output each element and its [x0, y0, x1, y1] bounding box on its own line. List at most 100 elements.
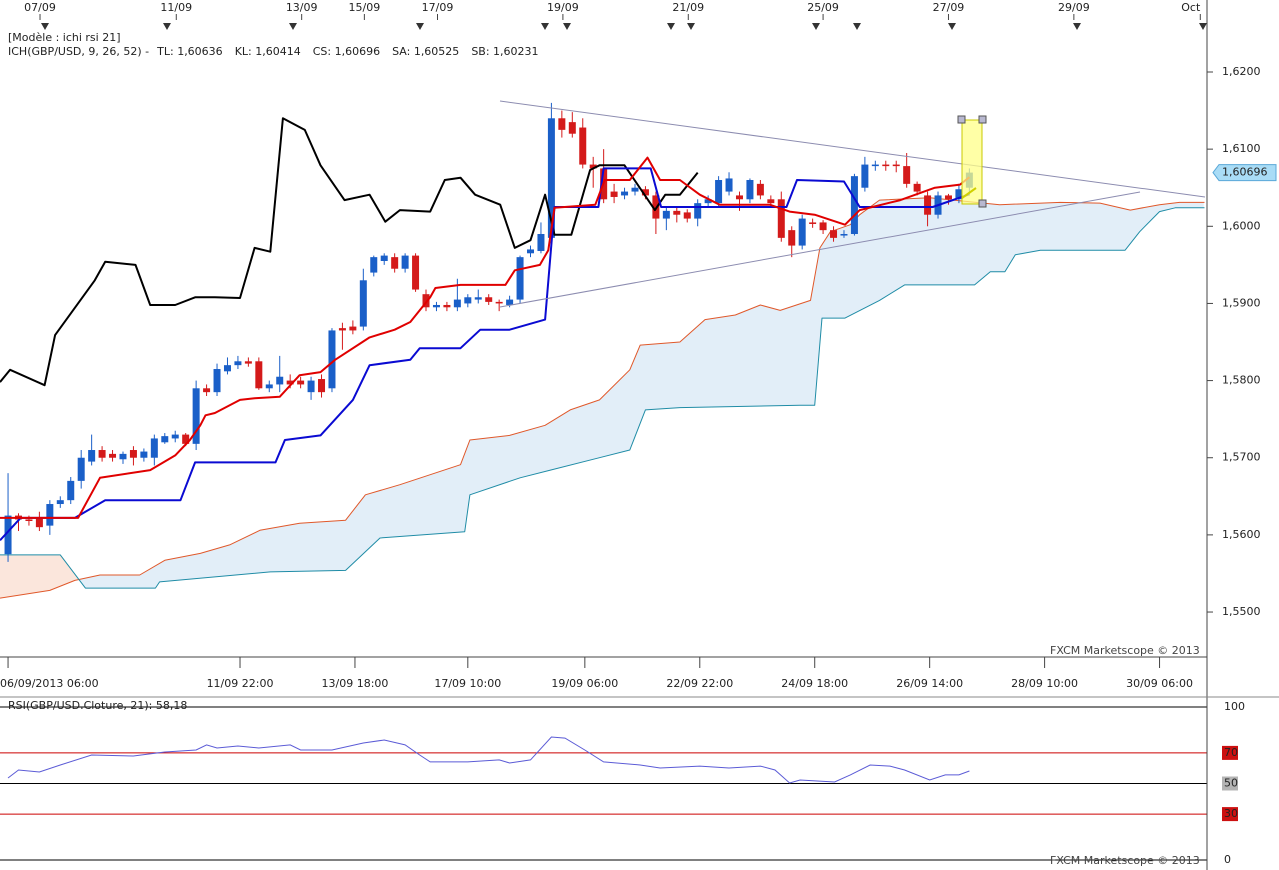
y-tick-label: 1,5800: [1222, 374, 1261, 387]
x-tick-label: 11/09 22:00: [207, 677, 274, 690]
candle-body: [391, 257, 399, 269]
candle-body: [527, 249, 535, 254]
candle-body: [704, 199, 712, 204]
legend-entry: CS: 1,60696: [313, 45, 380, 58]
candle-body: [35, 517, 43, 528]
y-tick-label: 1,6000: [1222, 219, 1261, 232]
candle-body: [56, 500, 64, 505]
candle-body: [244, 361, 252, 364]
candle-body: [161, 436, 169, 443]
candle-body: [558, 118, 566, 130]
candle-body: [537, 234, 545, 251]
top-x-tick-label: 27/09: [933, 1, 965, 14]
x-tick-label: 26/09 14:00: [896, 677, 963, 690]
top-x-tick-label: 17/09: [422, 1, 454, 14]
candle-body: [25, 519, 33, 521]
candle-body: [735, 195, 743, 200]
handles: [957, 115, 987, 208]
candle-body: [547, 118, 555, 238]
candle-body: [474, 297, 482, 300]
candle-body: [432, 304, 440, 308]
candle-body: [610, 191, 618, 197]
x-tick-label: 22/09 22:00: [666, 677, 733, 690]
cloud-fill: [0, 554, 79, 599]
y-tick-label: 1,5600: [1222, 528, 1261, 541]
candle-body: [506, 299, 514, 305]
y-tick-label: 100: [1224, 700, 1245, 713]
candle-body: [819, 222, 827, 231]
candle-body: [756, 183, 764, 196]
candle-body: [861, 164, 869, 188]
trend-line: [499, 100, 1206, 198]
candle-body: [443, 304, 451, 308]
candle-body: [213, 369, 221, 393]
candle-body: [119, 453, 127, 460]
indicator-line: [0, 207, 1205, 589]
top-x-tick-label: 25/09: [807, 1, 839, 14]
candle-body: [276, 376, 284, 385]
highlight-mark: [961, 187, 977, 199]
candle-body: [349, 326, 357, 331]
top-x-tick-label: 29/09: [1058, 1, 1090, 14]
last-price-label: 1,60696: [1222, 166, 1268, 179]
candle-body: [453, 299, 461, 308]
candle-body: [673, 210, 681, 215]
candle-body: [67, 480, 75, 501]
handle: [978, 199, 987, 208]
candle-body: [589, 164, 597, 169]
candle-body: [809, 222, 817, 224]
candle-body: [46, 504, 54, 526]
x-tick-label: 17/09 10:00: [434, 677, 501, 690]
top-x-tick-label: 07/09: [24, 1, 56, 14]
candle-body: [328, 330, 336, 389]
candle-body: [631, 187, 639, 192]
candle-body: [109, 453, 117, 458]
candle-body: [370, 257, 378, 273]
candle-body: [913, 183, 921, 192]
candle-body: [359, 280, 367, 327]
cloud-fill: [78, 197, 1204, 589]
handle: [978, 115, 987, 124]
candle-body: [286, 380, 294, 385]
indicator-line: [0, 167, 970, 541]
legend-entry: SA: 1,60525: [392, 45, 459, 58]
y-tick-label: 1,5700: [1222, 451, 1261, 464]
candle-body: [568, 122, 576, 134]
x-tick-label: 30/09 06:00: [1126, 677, 1193, 690]
candle-body: [798, 218, 806, 246]
candle-body: [77, 457, 85, 481]
x-tick-label: 13/09 18:00: [322, 677, 389, 690]
legend-entry: SB: 1,60231: [471, 45, 538, 58]
watermark: FXCM Marketscope © 2013: [1050, 854, 1200, 867]
candle-body: [129, 450, 137, 458]
candle-body: [307, 380, 315, 393]
candle-body: [850, 176, 858, 235]
top-x-tick-label: 19/09: [547, 1, 579, 14]
candle-body: [401, 255, 409, 269]
highlight-box: [961, 119, 983, 205]
candle-body: [903, 166, 911, 184]
rsi-line: [7, 736, 970, 784]
candle-body: [641, 189, 649, 196]
y-tick-label: 1,6100: [1222, 142, 1261, 155]
tick-label-bg: [1222, 807, 1238, 822]
candle-body: [725, 178, 733, 192]
y-tick-label: 1,5900: [1222, 296, 1261, 309]
candle-body: [694, 203, 702, 219]
candle-body: [621, 191, 629, 196]
candle-body: [662, 210, 670, 219]
candle-body: [944, 195, 952, 200]
candle-body: [683, 212, 691, 219]
last-price-box: [1212, 164, 1277, 182]
top-x-tick-label: 13/09: [286, 1, 318, 14]
candle-body: [579, 127, 587, 165]
candle-body: [892, 164, 900, 167]
candle-body: [882, 164, 890, 167]
indicator-line: [0, 156, 971, 519]
top-x-tick-label: Oct: [1181, 1, 1201, 14]
candle-body: [203, 388, 211, 393]
candle-body: [871, 164, 879, 167]
x-tick-label: 19/09 06:00: [551, 677, 618, 690]
